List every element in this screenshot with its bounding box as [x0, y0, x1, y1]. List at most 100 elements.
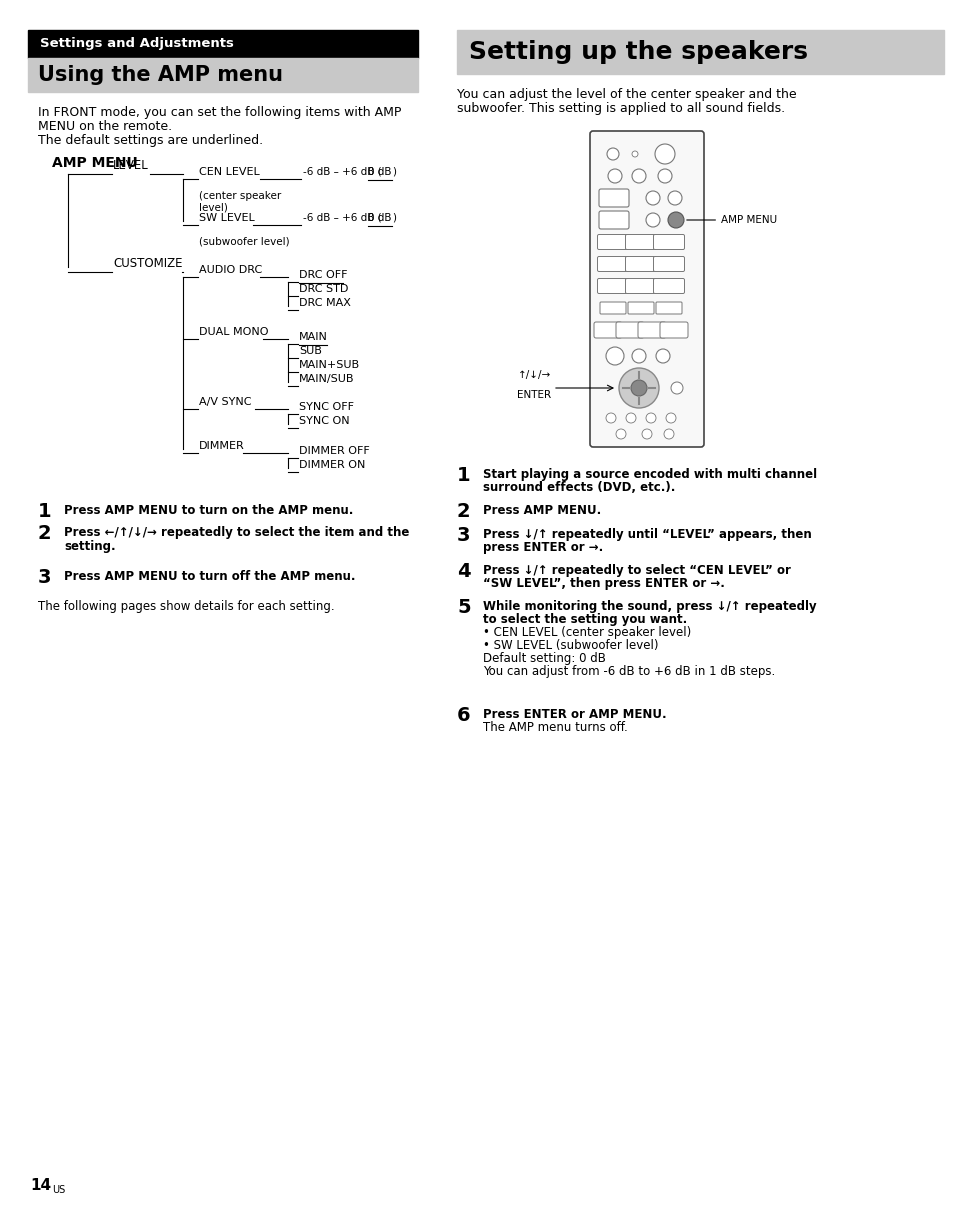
Text: You can adjust from -6 dB to +6 dB in 1 dB steps.: You can adjust from -6 dB to +6 dB in 1 …	[482, 665, 775, 678]
Circle shape	[607, 168, 621, 183]
Text: The default settings are underlined.: The default settings are underlined.	[38, 134, 263, 147]
Text: MAIN: MAIN	[298, 332, 328, 342]
Text: A/V SYNC: A/V SYNC	[199, 397, 252, 407]
Text: DRC OFF: DRC OFF	[298, 270, 347, 280]
Text: DRC STD: DRC STD	[298, 284, 348, 294]
FancyBboxPatch shape	[625, 256, 656, 271]
Text: 2: 2	[456, 502, 470, 521]
Text: Press AMP MENU to turn on the AMP menu.: Press AMP MENU to turn on the AMP menu.	[64, 504, 353, 516]
Text: subwoofer. This setting is applied to all sound fields.: subwoofer. This setting is applied to al…	[456, 103, 784, 115]
Text: Press ENTER or AMP MENU.: Press ENTER or AMP MENU.	[482, 708, 666, 720]
Text: Setting up the speakers: Setting up the speakers	[469, 40, 807, 63]
Text: Press AMP MENU.: Press AMP MENU.	[482, 504, 600, 516]
Text: 5: 5	[456, 598, 470, 617]
Text: • CEN LEVEL (center speaker level): • CEN LEVEL (center speaker level)	[482, 626, 691, 639]
Circle shape	[631, 168, 645, 183]
Circle shape	[645, 413, 656, 422]
Circle shape	[658, 168, 671, 183]
Text: Press ←/↑/↓/→ repeatedly to select the item and the: Press ←/↑/↓/→ repeatedly to select the i…	[64, 526, 409, 538]
Text: • SW LEVEL (subwoofer level): • SW LEVEL (subwoofer level)	[482, 639, 658, 652]
Text: MAIN/SUB: MAIN/SUB	[298, 374, 355, 383]
Text: 0 dB: 0 dB	[368, 167, 391, 177]
FancyBboxPatch shape	[594, 322, 621, 338]
Text: 3: 3	[456, 526, 470, 545]
Text: You can adjust the level of the center speaker and the: You can adjust the level of the center s…	[456, 88, 796, 101]
Circle shape	[656, 349, 669, 363]
FancyBboxPatch shape	[656, 302, 681, 314]
FancyBboxPatch shape	[653, 256, 684, 271]
Text: MENU on the remote.: MENU on the remote.	[38, 120, 172, 133]
Text: CUSTOMIZE: CUSTOMIZE	[112, 256, 182, 270]
FancyBboxPatch shape	[653, 278, 684, 293]
Text: SUB: SUB	[298, 346, 321, 357]
Circle shape	[631, 151, 638, 158]
Text: While monitoring the sound, press ↓/↑ repeatedly: While monitoring the sound, press ↓/↑ re…	[482, 600, 816, 613]
Text: level): level)	[199, 203, 228, 212]
Text: Settings and Adjustments: Settings and Adjustments	[40, 38, 233, 50]
Bar	[28, 59, 417, 92]
FancyBboxPatch shape	[597, 256, 628, 271]
Text: press ENTER or →.: press ENTER or →.	[482, 541, 602, 554]
Circle shape	[625, 413, 636, 422]
FancyBboxPatch shape	[625, 234, 656, 249]
Text: setting.: setting.	[64, 540, 115, 553]
Text: SW LEVEL: SW LEVEL	[199, 212, 254, 223]
Circle shape	[641, 429, 651, 440]
Text: to select the setting you want.: to select the setting you want.	[482, 613, 686, 626]
Circle shape	[630, 380, 646, 396]
Circle shape	[667, 212, 683, 228]
Text: ↑/↓/→: ↑/↓/→	[517, 370, 551, 380]
FancyBboxPatch shape	[627, 302, 654, 314]
Text: 6: 6	[456, 706, 470, 725]
Text: Press AMP MENU to turn off the AMP menu.: Press AMP MENU to turn off the AMP menu.	[64, 570, 355, 582]
FancyBboxPatch shape	[598, 211, 628, 230]
Circle shape	[631, 349, 645, 363]
Text: CEN LEVEL: CEN LEVEL	[199, 167, 259, 177]
Text: DIMMER OFF: DIMMER OFF	[298, 446, 370, 455]
FancyBboxPatch shape	[589, 131, 703, 447]
Text: -6 dB – +6 dB (: -6 dB – +6 dB (	[303, 167, 381, 177]
Text: ENTER: ENTER	[517, 389, 551, 400]
Bar	[28, 31, 417, 59]
Text: In FRONT mode, you can set the following items with AMP: In FRONT mode, you can set the following…	[38, 106, 401, 118]
Circle shape	[645, 212, 659, 227]
FancyBboxPatch shape	[616, 322, 643, 338]
Text: AUDIO DRC: AUDIO DRC	[199, 265, 262, 275]
Text: DIMMER: DIMMER	[199, 441, 245, 451]
Text: Start playing a source encoded with multi channel: Start playing a source encoded with mult…	[482, 468, 817, 481]
FancyBboxPatch shape	[597, 234, 628, 249]
Text: SYNC OFF: SYNC OFF	[298, 402, 354, 411]
Text: LEVEL: LEVEL	[112, 159, 149, 172]
Text: 1: 1	[38, 502, 51, 521]
Text: DRC MAX: DRC MAX	[298, 298, 351, 308]
FancyBboxPatch shape	[659, 322, 687, 338]
Circle shape	[605, 413, 616, 422]
Text: ): )	[392, 167, 395, 177]
Text: Using the AMP menu: Using the AMP menu	[38, 65, 283, 85]
FancyBboxPatch shape	[597, 278, 628, 293]
Text: ): )	[392, 212, 395, 223]
Text: Press ↓/↑ repeatedly to select “CEN LEVEL” or: Press ↓/↑ repeatedly to select “CEN LEVE…	[482, 564, 790, 578]
Text: 14: 14	[30, 1178, 51, 1193]
Circle shape	[618, 368, 659, 408]
Text: DUAL MONO: DUAL MONO	[199, 327, 268, 337]
Text: 2: 2	[38, 524, 51, 543]
Circle shape	[606, 148, 618, 160]
Circle shape	[670, 382, 682, 394]
FancyBboxPatch shape	[638, 322, 665, 338]
Text: US: US	[52, 1186, 65, 1195]
Bar	[456, 31, 943, 74]
Circle shape	[616, 429, 625, 440]
Text: AMP MENU: AMP MENU	[52, 156, 137, 170]
Text: DIMMER ON: DIMMER ON	[298, 460, 365, 470]
Text: The following pages show details for each setting.: The following pages show details for eac…	[38, 600, 335, 613]
Circle shape	[663, 429, 673, 440]
Text: AMP MENU: AMP MENU	[686, 215, 777, 225]
Text: 0 dB: 0 dB	[368, 212, 391, 223]
Text: “SW LEVEL”, then press ENTER or →.: “SW LEVEL”, then press ENTER or →.	[482, 578, 724, 590]
Text: Default setting: 0 dB: Default setting: 0 dB	[482, 652, 605, 665]
Text: The AMP menu turns off.: The AMP menu turns off.	[482, 720, 627, 734]
Text: 3: 3	[38, 568, 51, 587]
Circle shape	[665, 413, 676, 422]
Circle shape	[645, 190, 659, 205]
